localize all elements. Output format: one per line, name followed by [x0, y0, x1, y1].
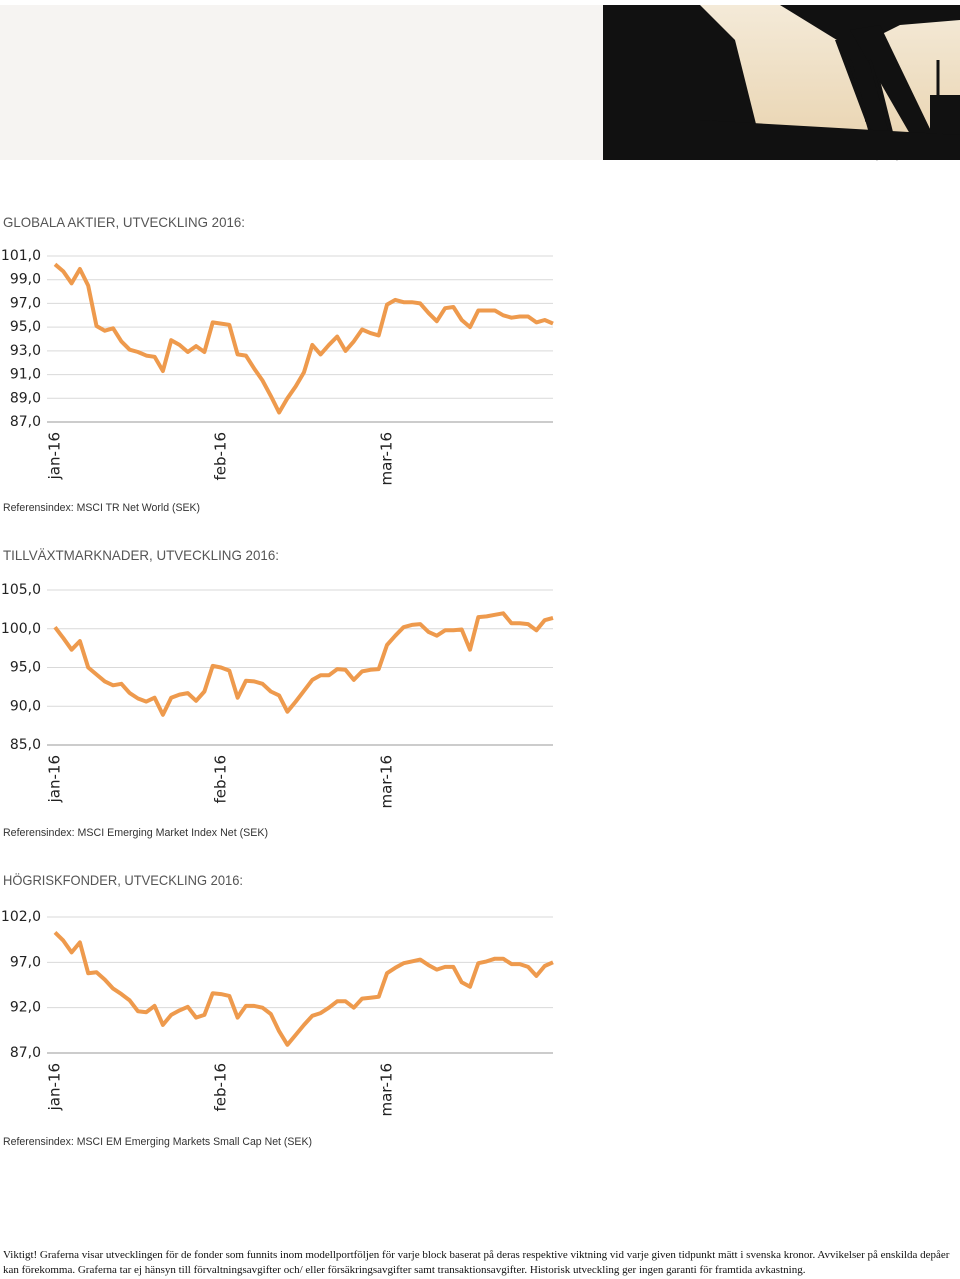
chart-title: HÖGRISKFONDER, UTVECKLING 2016:	[3, 871, 243, 888]
x-tick-label: jan-16	[46, 1063, 64, 1111]
data-line	[53, 930, 554, 1047]
x-tick-label: mar-16	[378, 1063, 396, 1117]
x-tick-label: feb-16	[212, 1063, 230, 1112]
y-tick-label: 87,0	[10, 1045, 41, 1061]
y-tick-label: 99,0	[10, 272, 41, 288]
header-image	[603, 5, 960, 161]
y-tick-label: 87,0	[10, 414, 41, 430]
y-tick-label: 97,0	[10, 295, 41, 311]
y-tick-label: 92,0	[10, 1000, 41, 1016]
x-tick-label: jan-16	[46, 755, 64, 803]
chart-caption: Referensindex: MSCI TR Net World (SEK)	[3, 502, 200, 514]
y-tick-label: 97,0	[10, 954, 41, 970]
data-line	[53, 262, 554, 415]
footer-note: Viktigt! Graferna visar utvecklingen för…	[3, 1249, 950, 1276]
y-tick-label: 100,0	[1, 621, 41, 637]
chart-caption: Referensindex: MSCI Emerging Market Inde…	[3, 827, 268, 839]
y-tick-label: 105,0	[1, 582, 41, 598]
chart-caption: Referensindex: MSCI EM Emerging Markets …	[3, 1136, 312, 1148]
header-band	[0, 5, 603, 160]
y-tick-label: 90,0	[10, 698, 41, 714]
y-tick-label: 85,0	[10, 737, 41, 753]
x-tick-label: mar-16	[378, 755, 396, 809]
x-tick-label: feb-16	[212, 432, 230, 481]
x-tick-label: jan-16	[46, 432, 64, 480]
y-tick-label: 91,0	[10, 367, 41, 383]
chart-title: GLOBALA AKTIER, UTVECKLING 2016:	[3, 214, 245, 230]
y-tick-label: 95,0	[10, 660, 41, 676]
y-tick-label: 89,0	[10, 390, 41, 406]
x-tick-label: mar-16	[378, 432, 396, 486]
y-tick-label: 101,0	[1, 248, 41, 264]
y-tick-label: 102,0	[1, 909, 41, 925]
y-tick-label: 93,0	[10, 343, 41, 359]
y-tick-label: 95,0	[10, 319, 41, 335]
data-line	[53, 611, 554, 717]
chart-title: TILLVÄXTMARKNADER, UTVECKLING 2016:	[3, 547, 279, 563]
x-tick-label: feb-16	[212, 755, 230, 804]
